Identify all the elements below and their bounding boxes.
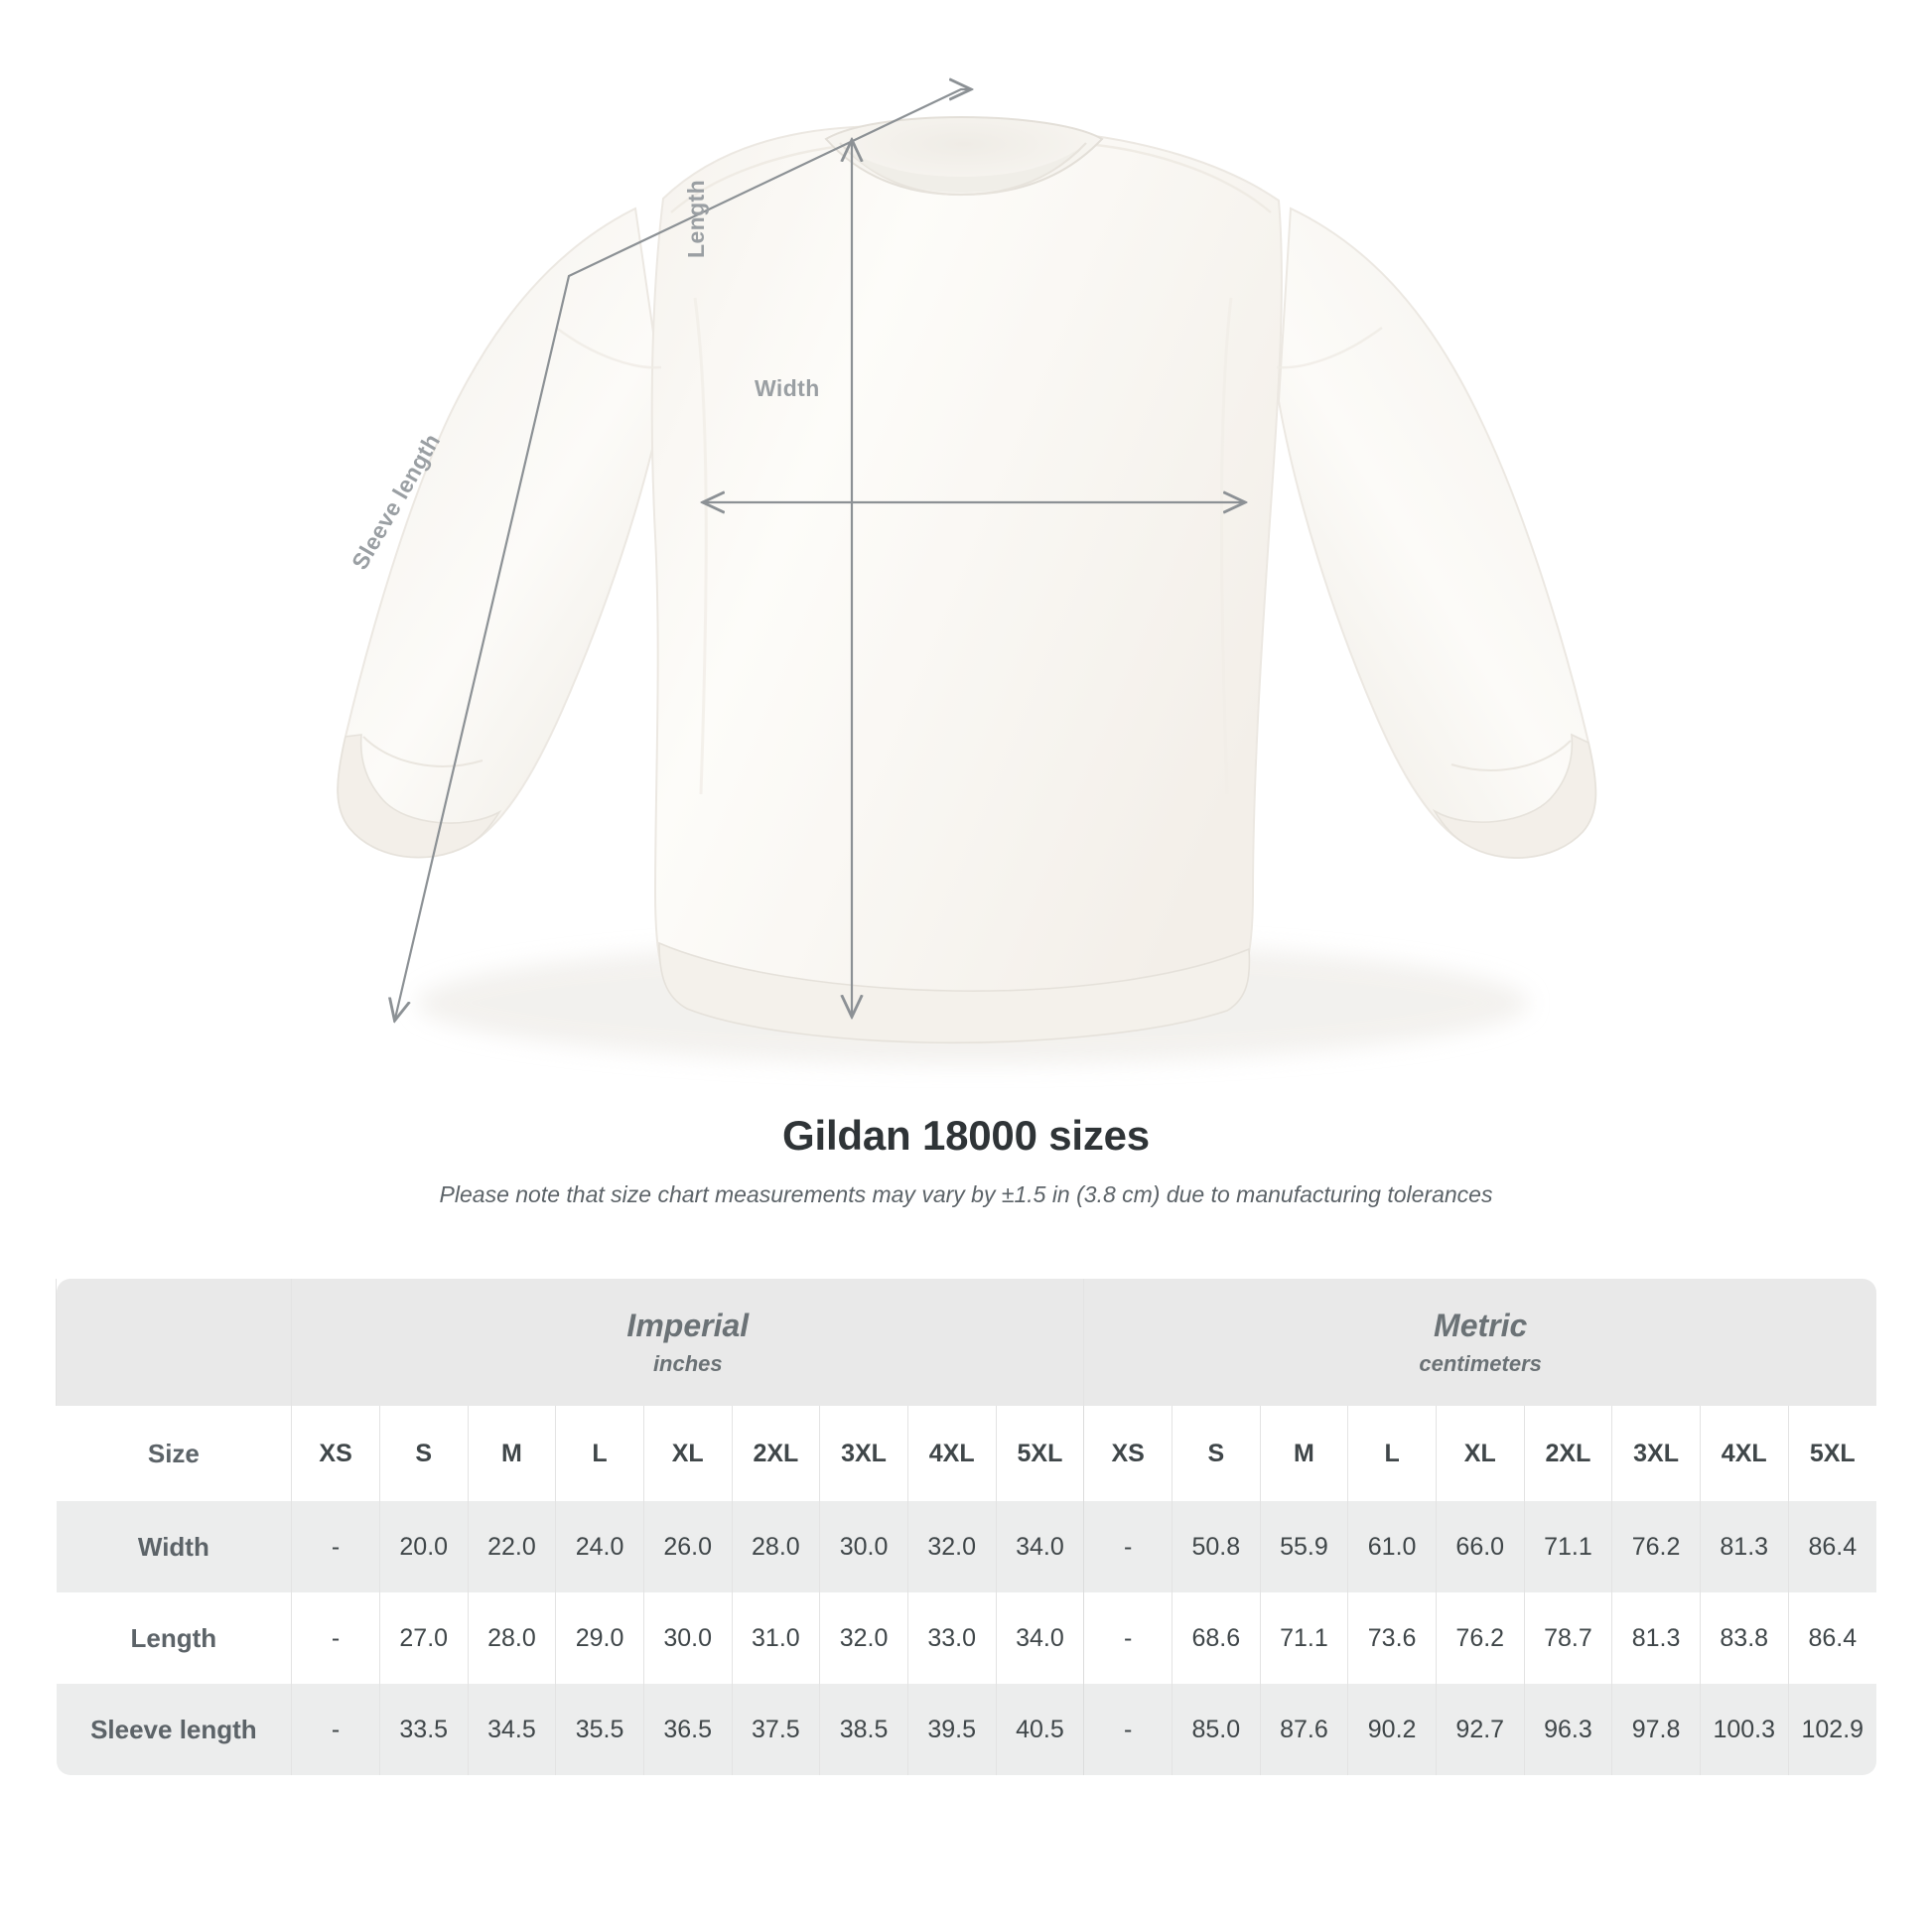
imperial-unit-header: Imperial inches	[291, 1279, 1084, 1406]
cell-length-metric-2xl: 78.7	[1523, 1592, 1612, 1684]
cell-length-metric-xl: 76.2	[1435, 1592, 1525, 1684]
cell-length-imperial-xs: -	[291, 1592, 380, 1684]
cell-sleeve-metric-5xl: 102.9	[1787, 1684, 1876, 1775]
size-header-imperial-2xl: 2XL	[731, 1406, 820, 1501]
sweatshirt-diagram	[337, 0, 1597, 1064]
cell-width-metric-xl: 66.0	[1435, 1501, 1525, 1592]
cell-sleeve-metric-l: 90.2	[1347, 1684, 1437, 1775]
cell-width-metric-m: 55.9	[1259, 1501, 1348, 1592]
size-header-metric-5xl: 5XL	[1787, 1406, 1876, 1501]
cell-length-imperial-2xl: 31.0	[731, 1592, 820, 1684]
row-label-length: Length	[56, 1592, 292, 1684]
cell-width-imperial-xs: -	[291, 1501, 380, 1592]
metric-unit-header: Metric centimeters	[1083, 1279, 1876, 1406]
size-header-imperial-4xl: 4XL	[906, 1406, 997, 1501]
size-header-metric-l: L	[1347, 1406, 1437, 1501]
cell-length-imperial-l: 29.0	[555, 1592, 644, 1684]
cell-length-metric-xs: -	[1083, 1592, 1173, 1684]
metric-unit-name: Metric	[1434, 1307, 1528, 1343]
cell-length-imperial-s: 27.0	[378, 1592, 469, 1684]
cell-width-imperial-4xl: 32.0	[906, 1501, 997, 1592]
cell-width-imperial-5xl: 34.0	[995, 1501, 1084, 1592]
cell-width-metric-xs: -	[1083, 1501, 1173, 1592]
cell-sleeve-imperial-4xl: 39.5	[906, 1684, 997, 1775]
size-header-imperial-s: S	[378, 1406, 469, 1501]
cell-length-imperial-4xl: 33.0	[906, 1592, 997, 1684]
size-table-container: Imperial inches Metric centimeters Size …	[55, 1279, 1876, 1775]
size-header-metric-m: M	[1259, 1406, 1348, 1501]
page-title: Gildan 18000 sizes	[782, 1112, 1150, 1159]
cell-length-metric-s: 68.6	[1171, 1592, 1261, 1684]
cell-width-imperial-xl: 26.0	[642, 1501, 733, 1592]
size-header-metric-4xl: 4XL	[1699, 1406, 1789, 1501]
width-annotation-label: Width	[755, 375, 820, 401]
cell-width-metric-5xl: 86.4	[1787, 1501, 1876, 1592]
cell-width-metric-l: 61.0	[1347, 1501, 1437, 1592]
size-header-metric-3xl: 3XL	[1611, 1406, 1701, 1501]
cell-sleeve-imperial-5xl: 40.5	[995, 1684, 1084, 1775]
tolerance-note: Please note that size chart measurements…	[439, 1181, 1493, 1207]
size-header-imperial-m: M	[467, 1406, 556, 1501]
cell-sleeve-metric-s: 85.0	[1171, 1684, 1261, 1775]
cell-sleeve-imperial-s: 33.5	[378, 1684, 469, 1775]
table-row: Length - 27.0 28.0 29.0 30.0 31.0 32.0 3…	[56, 1592, 1876, 1684]
cell-width-imperial-l: 24.0	[555, 1501, 644, 1592]
cell-length-imperial-xl: 30.0	[642, 1592, 733, 1684]
cell-width-imperial-m: 22.0	[467, 1501, 556, 1592]
size-header-row: Size XS S M L XL 2XL 3XL 4XL 5XL XS S M …	[56, 1406, 1876, 1501]
cell-length-metric-5xl: 86.4	[1787, 1592, 1876, 1684]
row-label-sleeve-length: Sleeve length	[56, 1684, 292, 1775]
size-header-imperial-l: L	[555, 1406, 644, 1501]
row-label-width: Width	[56, 1501, 292, 1592]
cell-width-metric-4xl: 81.3	[1699, 1501, 1789, 1592]
cell-sleeve-metric-3xl: 97.8	[1611, 1684, 1701, 1775]
cell-length-metric-3xl: 81.3	[1611, 1592, 1701, 1684]
cell-width-metric-s: 50.8	[1171, 1501, 1261, 1592]
cell-length-metric-4xl: 83.8	[1699, 1592, 1789, 1684]
cell-sleeve-metric-xs: -	[1083, 1684, 1173, 1775]
cell-sleeve-metric-m: 87.6	[1259, 1684, 1348, 1775]
title-block: Gildan 18000 sizes Please note that size…	[0, 1112, 1932, 1208]
size-header-imperial-xs: XS	[291, 1406, 380, 1501]
cell-length-metric-l: 73.6	[1347, 1592, 1437, 1684]
table-row: Width - 20.0 22.0 24.0 26.0 28.0 30.0 32…	[56, 1501, 1876, 1592]
cell-length-metric-m: 71.1	[1259, 1592, 1348, 1684]
cell-width-metric-2xl: 71.1	[1523, 1501, 1612, 1592]
cell-length-imperial-3xl: 32.0	[819, 1592, 908, 1684]
unit-header-row: Imperial inches Metric centimeters	[55, 1279, 1876, 1406]
cell-sleeve-imperial-3xl: 38.5	[819, 1684, 908, 1775]
size-header-metric-xl: XL	[1435, 1406, 1525, 1501]
size-header-imperial-xl: XL	[642, 1406, 733, 1501]
size-header-imperial-5xl: 5XL	[995, 1406, 1084, 1501]
imperial-unit-name: Imperial	[626, 1307, 750, 1343]
size-header-metric-2xl: 2XL	[1523, 1406, 1612, 1501]
cell-width-imperial-2xl: 28.0	[731, 1501, 820, 1592]
cell-sleeve-metric-2xl: 96.3	[1523, 1684, 1612, 1775]
metric-unit-sub: centimeters	[1419, 1351, 1542, 1377]
cell-width-metric-3xl: 76.2	[1611, 1501, 1701, 1592]
cell-length-imperial-5xl: 34.0	[995, 1592, 1084, 1684]
sleeve-length-measure-line	[395, 89, 969, 1019]
cell-width-imperial-3xl: 30.0	[819, 1501, 908, 1592]
imperial-unit-sub: inches	[652, 1351, 723, 1377]
cell-width-imperial-s: 20.0	[378, 1501, 469, 1592]
cell-length-imperial-m: 28.0	[467, 1592, 556, 1684]
cell-sleeve-imperial-2xl: 37.5	[731, 1684, 820, 1775]
length-annotation-label: Length	[683, 179, 709, 258]
cell-sleeve-metric-xl: 92.7	[1435, 1684, 1525, 1775]
cell-sleeve-metric-4xl: 100.3	[1699, 1684, 1789, 1775]
cell-sleeve-imperial-xs: -	[291, 1684, 380, 1775]
table-row: Sleeve length - 33.5 34.5 35.5 36.5 37.5…	[56, 1684, 1876, 1775]
cell-sleeve-imperial-l: 35.5	[555, 1684, 644, 1775]
garment-illustration: Length Width Sleeve length	[337, 0, 1597, 1064]
unit-header-spacer	[55, 1279, 292, 1406]
cell-sleeve-imperial-xl: 36.5	[642, 1684, 733, 1775]
cell-sleeve-imperial-m: 34.5	[467, 1684, 556, 1775]
size-header-metric-s: S	[1171, 1406, 1261, 1501]
size-column-header: Size	[56, 1406, 292, 1501]
size-header-metric-xs: XS	[1083, 1406, 1173, 1501]
size-header-imperial-3xl: 3XL	[819, 1406, 908, 1501]
size-table: Imperial inches Metric centimeters Size …	[55, 1279, 1876, 1775]
